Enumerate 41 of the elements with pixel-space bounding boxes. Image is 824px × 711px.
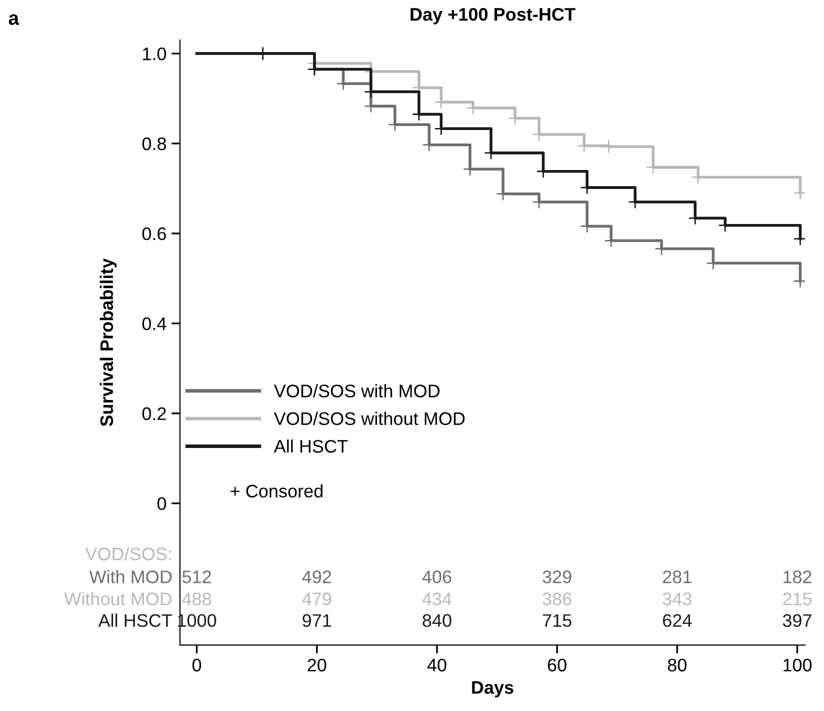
annotation: 182 (784, 570, 812, 584)
x-axis-title: Days (472, 681, 514, 698)
annotation: 624 (663, 614, 692, 627)
annotation: 406 (422, 570, 452, 584)
text: With MOD (89, 570, 172, 584)
y-tick-label: 1.0 (143, 47, 166, 60)
annotation: 971 (302, 614, 332, 627)
annotation: 215 (783, 592, 812, 606)
annotation: 434 (422, 592, 452, 606)
y-tick-label: 0.4 (142, 317, 166, 330)
x-tick-label: 100 (784, 658, 812, 672)
annotation: 715 (542, 614, 572, 627)
annotation: 840 (422, 614, 452, 627)
y-tick-label: 0.6 (142, 227, 166, 240)
annotation: 488 (182, 592, 212, 606)
text: All HSCT (98, 614, 172, 627)
annotation: 281 (662, 570, 692, 584)
y-tick-label: 0.8 (142, 137, 166, 150)
annotation: 397 (782, 614, 812, 627)
annotation: 492 (302, 570, 332, 584)
x-tick-label: 80 (668, 658, 686, 672)
legend-label: VOD/SOS with MOD (274, 384, 440, 398)
chart-title: Day +100 Post-HCT (410, 8, 576, 24)
annotation: 512 (182, 570, 211, 584)
y-tick-label: 0 (157, 497, 166, 510)
x-tick-label: 0 (192, 658, 202, 672)
legend-label: VOD/SOS without MOD (274, 412, 465, 426)
x-tick-label: 60 (548, 658, 566, 672)
legend-label: All HSCT (274, 439, 348, 453)
text: Without MOD (64, 592, 172, 606)
annotation: 479 (302, 592, 332, 606)
x-tick-label: 20 (308, 658, 326, 672)
annotation: 329 (542, 570, 572, 584)
y-tick-label: 0.2 (142, 407, 166, 420)
annotation: 386 (542, 592, 572, 606)
annotation: 343 (662, 592, 692, 606)
x-tick-label: 40 (427, 658, 446, 672)
text: VOD/SOS: (85, 547, 171, 560)
annotation: + Consored (230, 484, 322, 498)
y-axis-title: Survival Probability (100, 258, 117, 426)
text: a (8, 14, 20, 25)
